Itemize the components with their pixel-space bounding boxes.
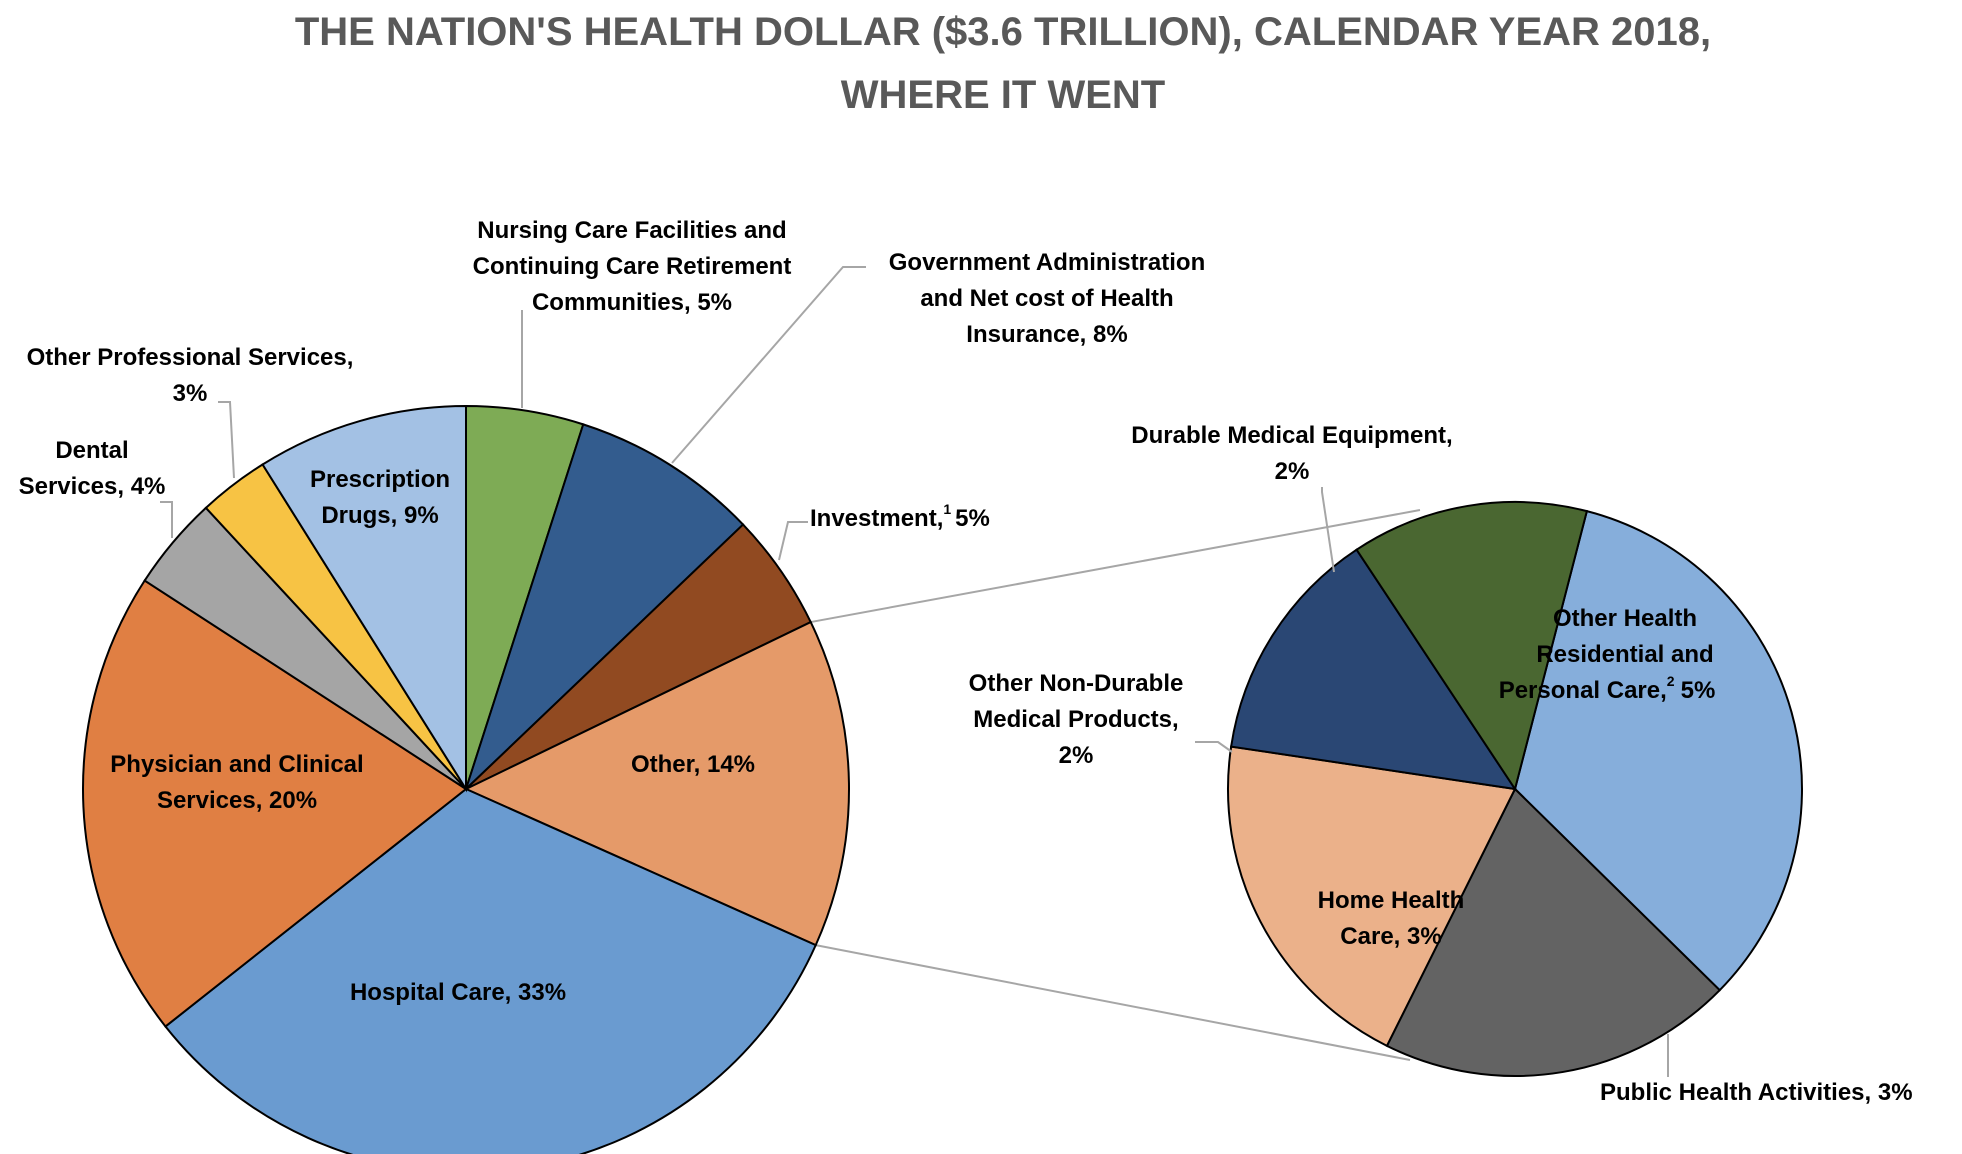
slice-label-line: Communities, 5% bbox=[532, 289, 732, 316]
leader-gov-admin bbox=[671, 266, 866, 464]
slice-label-line: Other Professional Services, bbox=[27, 344, 354, 371]
secondary-slice-other-res bbox=[1513, 509, 1803, 992]
slice-label-line: Dental bbox=[55, 437, 128, 464]
main-slice-other bbox=[463, 620, 850, 947]
slice-label-line: Services, 20% bbox=[157, 787, 317, 814]
leader-investment bbox=[778, 521, 808, 561]
slice-label-line: 2% bbox=[1059, 742, 1094, 769]
secondary-slice-home-health bbox=[1226, 745, 1517, 1048]
slice-label-home-health: Home Health Care, 3% bbox=[1318, 887, 1465, 950]
connector-line-bottom bbox=[815, 944, 1411, 1061]
leader-other-prof bbox=[218, 401, 235, 479]
slice-label-line: Drugs, 9% bbox=[321, 502, 438, 529]
leader-durable bbox=[1321, 487, 1335, 573]
slice-label-line: Personal Care, bbox=[1499, 677, 1667, 704]
slice-label-gov-admin: Government Administration and Net cost of… bbox=[889, 249, 1205, 348]
slice-label-other-prof: Other Professional Services, 3% bbox=[27, 344, 354, 407]
secondary-pie bbox=[1226, 501, 1803, 1077]
slice-label-line: Nursing Care Facilities and bbox=[477, 217, 786, 244]
slice-label-text: 5% bbox=[955, 505, 990, 532]
leader-other-nondurable bbox=[1195, 741, 1233, 753]
slice-label-line: Physician and Clinical bbox=[110, 751, 363, 778]
chart-title-line-1: THE NATION'S HEALTH DOLLAR ($3.6 TRILLIO… bbox=[295, 10, 1711, 54]
main-slice-rx bbox=[261, 404, 467, 793]
slice-label-line: Residential and bbox=[1536, 641, 1713, 668]
slice-label-line: Hospital Care, 33% bbox=[350, 979, 566, 1006]
slice-label-nursing: Nursing Care Facilities and Continuing Ca… bbox=[473, 217, 792, 316]
slice-label-line: Prescription bbox=[310, 466, 450, 493]
slice-label-line: Durable Medical Equipment, bbox=[1131, 422, 1452, 449]
leader-dental bbox=[160, 501, 173, 538]
slice-label-line: 3% bbox=[173, 380, 208, 407]
slice-label-line: Home Health bbox=[1318, 887, 1465, 914]
main-pie bbox=[82, 404, 850, 1154]
secondary-slice-public-health bbox=[1385, 787, 1722, 1077]
slice-label-rx: Prescription Drugs, 9% bbox=[310, 466, 450, 529]
slice-label-durable: Durable Medical Equipment, 2% bbox=[1131, 422, 1452, 485]
slice-label-physician: Physician and Clinical Services, 20% bbox=[110, 751, 363, 814]
slice-label-hospital: Hospital Care, 33% bbox=[350, 979, 566, 1006]
slice-label-line: Other Health bbox=[1553, 605, 1697, 632]
slice-label-line: Public Health Activities, 3% bbox=[1600, 1079, 1913, 1106]
footnote-marker: 2 bbox=[1667, 673, 1675, 689]
pie-connector-lines bbox=[810, 509, 1421, 1061]
slice-label-line: 5% bbox=[1681, 677, 1716, 704]
slice-label-line: Medical Products, bbox=[973, 706, 1178, 733]
main-slice-gov-admin bbox=[465, 423, 745, 790]
slice-label-investment: Investment,1 5% bbox=[810, 501, 990, 532]
slice-label-line: Services, 4% bbox=[19, 473, 166, 500]
secondary-slice-other-nondurable bbox=[1230, 548, 1518, 791]
slice-label-line: Care, 3% bbox=[1340, 923, 1441, 950]
slice-label-other-res: Other Health Residential and Personal Care… bbox=[1499, 605, 1716, 704]
footnote-marker: 1 bbox=[943, 501, 951, 517]
slice-label-public-health: Public Health Activities, 3% bbox=[1600, 1079, 1913, 1106]
chart-title-line-2: WHERE IT WENT bbox=[841, 73, 1165, 117]
main-slice-hospital bbox=[164, 787, 818, 1154]
slice-label-line: Other, 14% bbox=[631, 751, 755, 778]
main-slice-physician bbox=[82, 579, 468, 1028]
slice-label-text: Investment, bbox=[810, 505, 943, 532]
slice-label-line: Insurance, 8% bbox=[966, 321, 1127, 348]
slice-label-other-nondurable: Other Non-Durable Medical Products, 2% bbox=[969, 670, 1184, 769]
leader-lines bbox=[160, 266, 1669, 1077]
connector-line-top bbox=[810, 509, 1421, 624]
secondary-slice-durable bbox=[1355, 501, 1589, 792]
slice-label-line: 2% bbox=[1275, 458, 1310, 485]
slice-label-dental: Dental Services, 4% bbox=[19, 437, 166, 500]
slice-label-line: Government Administration bbox=[889, 249, 1205, 276]
slice-labels: Hospital Care, 33% Physician and Clinical… bbox=[19, 217, 1913, 1106]
slice-label-line: and Net cost of Health bbox=[920, 285, 1173, 312]
slice-label-line: Other Non-Durable bbox=[969, 670, 1184, 697]
slice-label-line: Continuing Care Retirement bbox=[473, 253, 792, 280]
slice-label-other: Other, 14% bbox=[631, 751, 755, 778]
